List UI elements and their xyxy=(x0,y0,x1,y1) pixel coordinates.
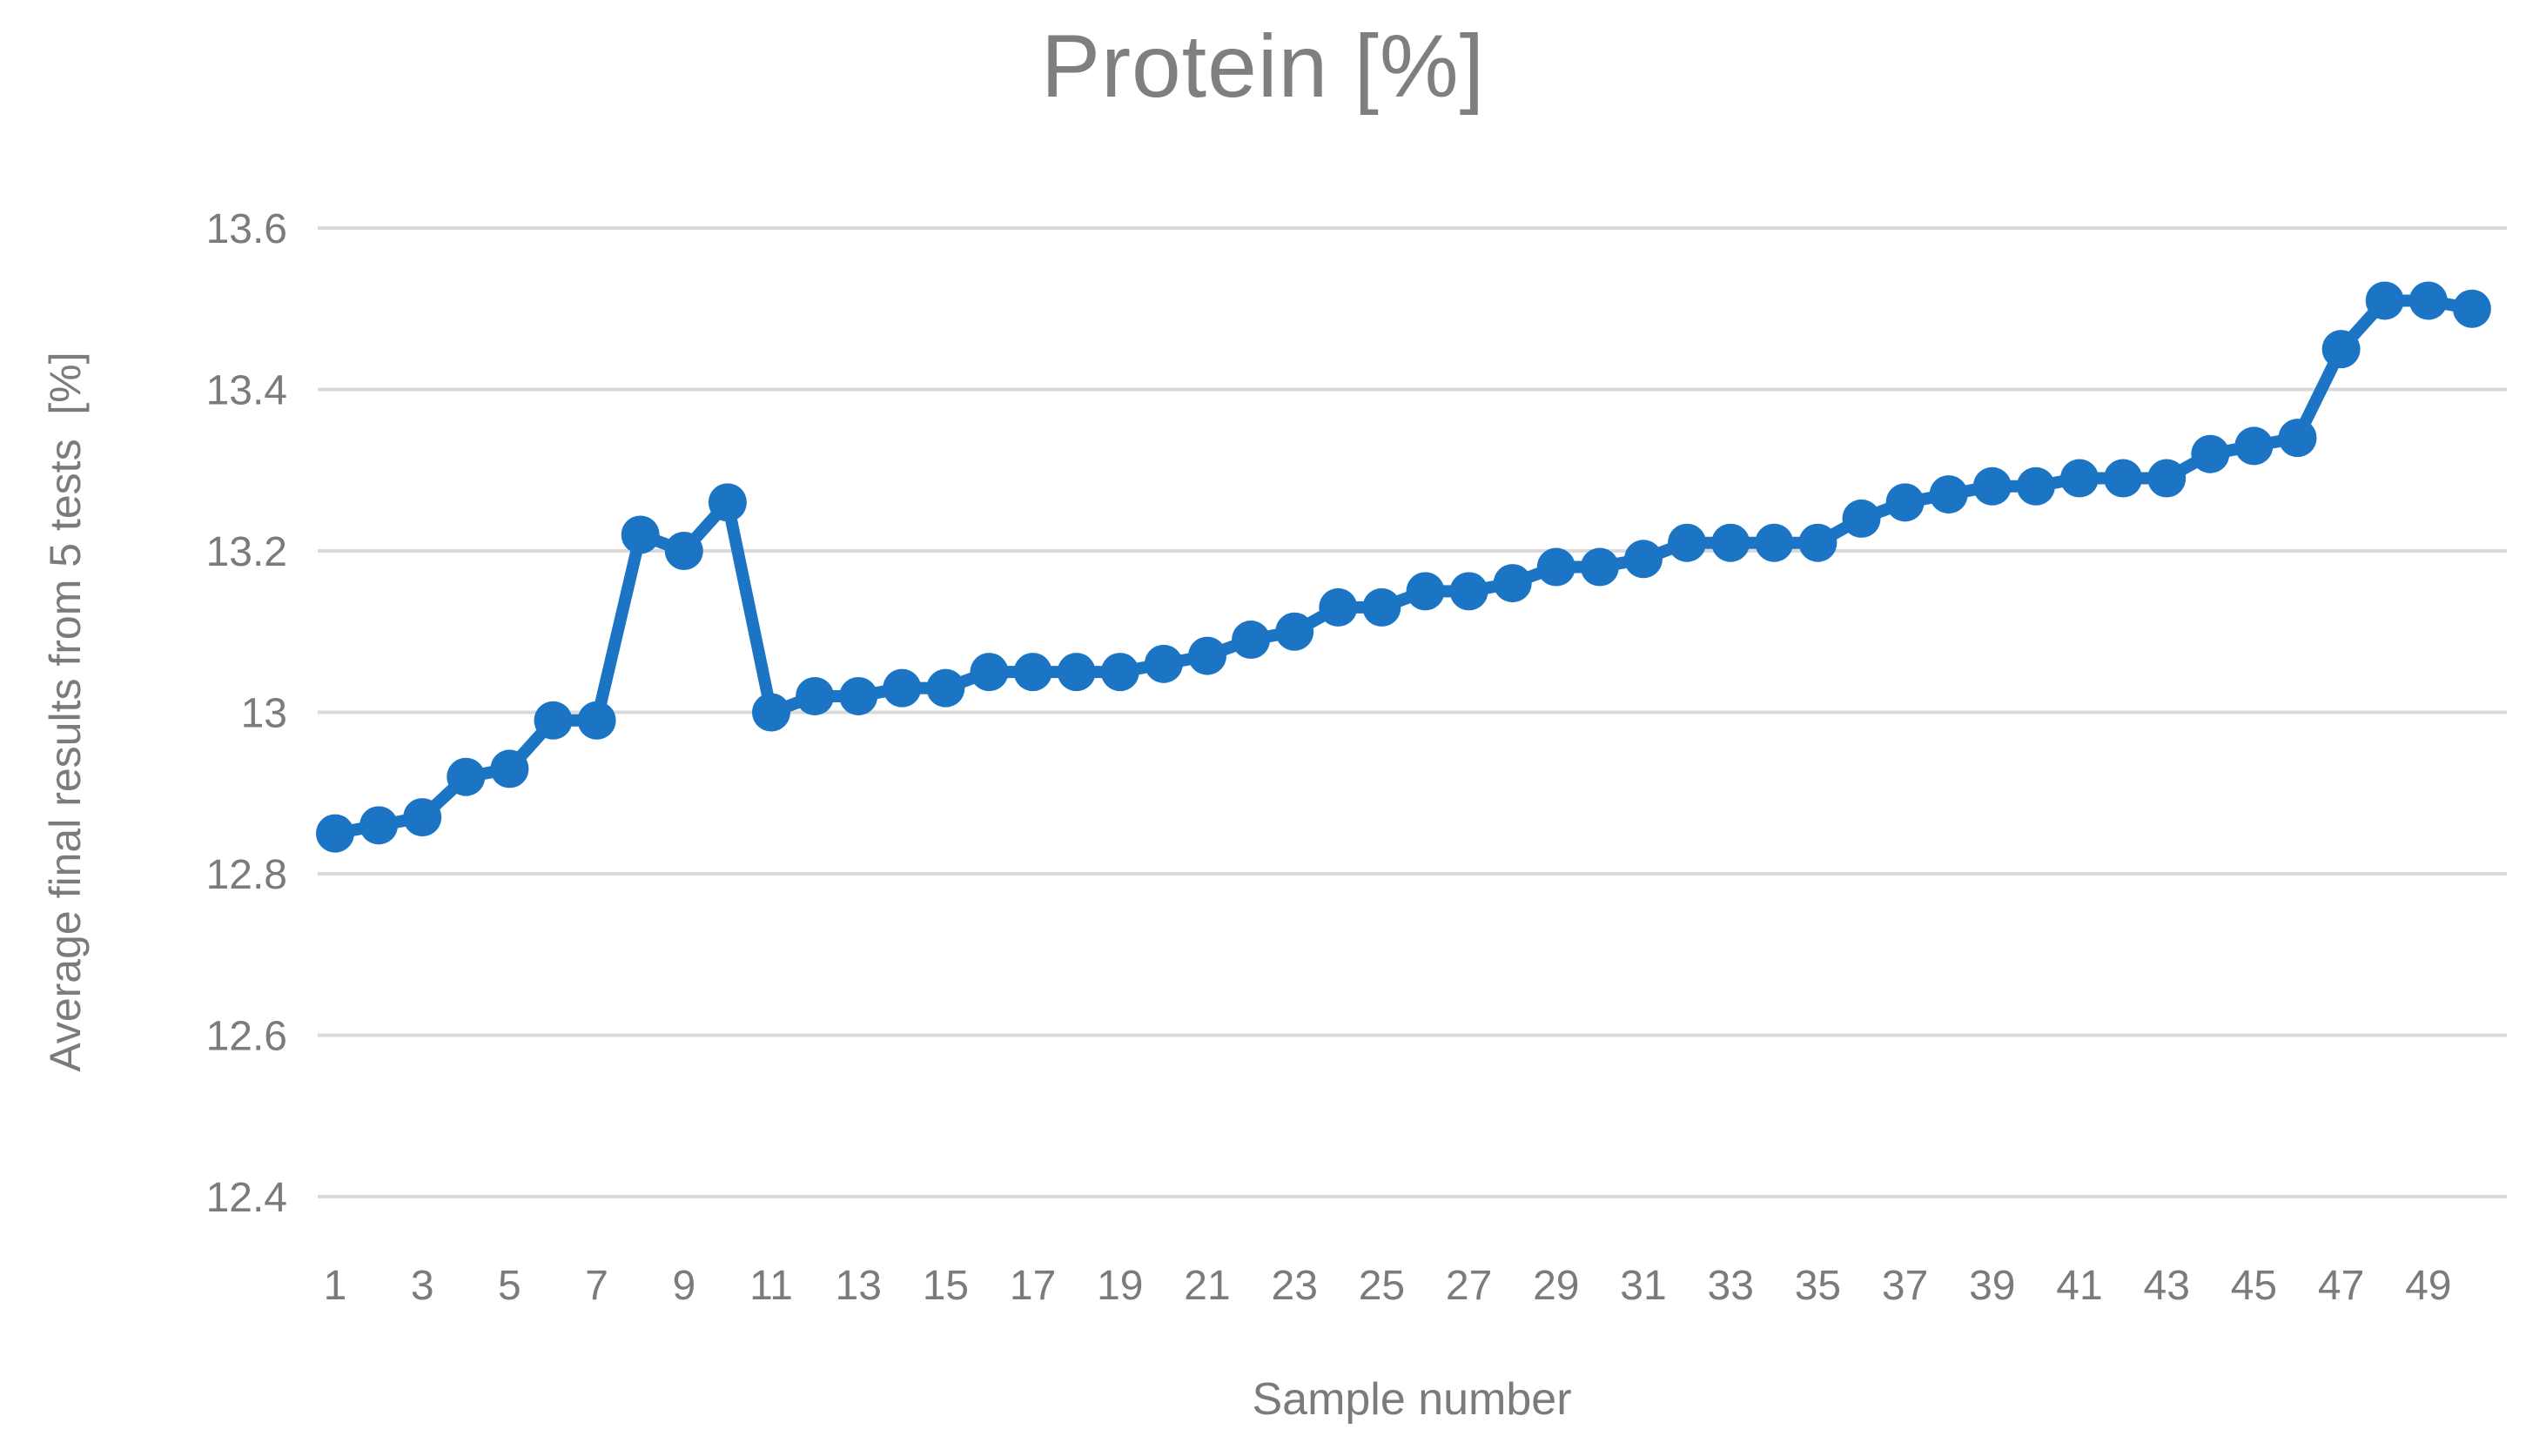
data-point xyxy=(1275,612,1314,651)
data-point xyxy=(1188,636,1226,675)
data-point xyxy=(2191,434,2230,473)
data-point xyxy=(2321,330,2361,369)
data-point xyxy=(1406,572,1445,611)
data-point xyxy=(2104,459,2143,498)
y-tick-label: 12.8 xyxy=(206,852,287,898)
x-tick-label: 15 xyxy=(923,1263,969,1309)
data-point xyxy=(752,693,790,732)
x-tick-label: 3 xyxy=(411,1263,434,1309)
data-point xyxy=(2016,466,2055,506)
data-point xyxy=(2278,419,2317,458)
y-tick-label: 12.6 xyxy=(206,1014,287,1060)
data-point xyxy=(1536,547,1575,587)
x-tick-label: 27 xyxy=(1446,1263,1492,1309)
data-point xyxy=(447,757,486,796)
data-point xyxy=(2060,459,2099,498)
x-tick-label: 35 xyxy=(1795,1263,1841,1309)
data-point xyxy=(839,676,878,715)
data-point xyxy=(926,668,965,708)
data-point xyxy=(1711,523,1750,562)
data-point xyxy=(359,806,399,845)
data-point xyxy=(1668,523,1707,562)
x-tick-label: 17 xyxy=(1010,1263,1056,1309)
data-point xyxy=(1972,466,2012,506)
data-point xyxy=(1798,523,1837,562)
y-tick-label: 13.6 xyxy=(206,206,287,252)
data-point xyxy=(664,532,703,570)
x-tick-label: 43 xyxy=(2144,1263,2190,1309)
data-point xyxy=(1013,653,1052,692)
data-point xyxy=(708,483,747,522)
x-tick-label: 47 xyxy=(2318,1263,2364,1309)
x-tick-label: 49 xyxy=(2405,1263,2451,1309)
data-point xyxy=(1842,499,1881,538)
x-tick-label: 25 xyxy=(1359,1263,1405,1309)
x-tick-label: 21 xyxy=(1184,1263,1230,1309)
y-tick-label: 13 xyxy=(241,691,287,737)
y-tick-label: 12.4 xyxy=(206,1175,287,1221)
x-tick-label: 29 xyxy=(1533,1263,1579,1309)
x-axis-title: Sample number xyxy=(1252,1374,1572,1425)
data-point xyxy=(577,701,616,740)
data-point xyxy=(970,653,1009,692)
x-tick-label: 19 xyxy=(1097,1263,1143,1309)
data-point xyxy=(1319,587,1358,627)
data-point xyxy=(2365,281,2404,320)
data-point xyxy=(796,676,835,715)
data-point xyxy=(2234,426,2274,466)
x-tick-label: 5 xyxy=(498,1263,521,1309)
x-tick-label: 33 xyxy=(1708,1263,1754,1309)
data-point xyxy=(1232,621,1271,660)
data-point xyxy=(1449,572,1488,611)
data-point xyxy=(1580,547,1619,587)
data-point xyxy=(490,749,529,788)
data-point xyxy=(534,701,573,740)
data-point xyxy=(316,814,354,853)
data-point xyxy=(883,668,922,708)
data-point xyxy=(1885,483,1925,522)
x-tick-label: 11 xyxy=(749,1263,793,1309)
y-tick-label: 13.4 xyxy=(206,368,287,414)
data-point xyxy=(2147,459,2187,498)
y-tick-label: 13.2 xyxy=(206,529,287,575)
data-point xyxy=(1144,644,1183,683)
data-point xyxy=(1057,653,1096,692)
series-line xyxy=(329,294,2478,840)
x-tick-label: 39 xyxy=(1969,1263,2015,1309)
x-tick-label: 31 xyxy=(1620,1263,1666,1309)
x-tick-label: 41 xyxy=(2056,1263,2102,1309)
data-point xyxy=(621,515,660,554)
x-tick-label: 9 xyxy=(672,1263,695,1309)
data-point xyxy=(2408,281,2448,320)
x-tick-label: 45 xyxy=(2231,1263,2277,1309)
data-point xyxy=(1493,564,1532,603)
data-point xyxy=(1929,475,1968,514)
x-tick-label: 13 xyxy=(836,1263,882,1309)
data-point xyxy=(1624,540,1663,579)
x-tick-label: 7 xyxy=(585,1263,608,1309)
chart-title: Protein [%] xyxy=(1041,17,1485,116)
data-point xyxy=(1100,653,1139,692)
x-tick-label: 1 xyxy=(324,1263,347,1309)
x-tick-label: 37 xyxy=(1882,1263,1928,1309)
data-point xyxy=(1362,587,1401,627)
data-point xyxy=(2452,289,2491,328)
data-point xyxy=(403,798,442,837)
x-tick-label: 23 xyxy=(1272,1263,1318,1309)
data-point xyxy=(1755,523,1794,562)
